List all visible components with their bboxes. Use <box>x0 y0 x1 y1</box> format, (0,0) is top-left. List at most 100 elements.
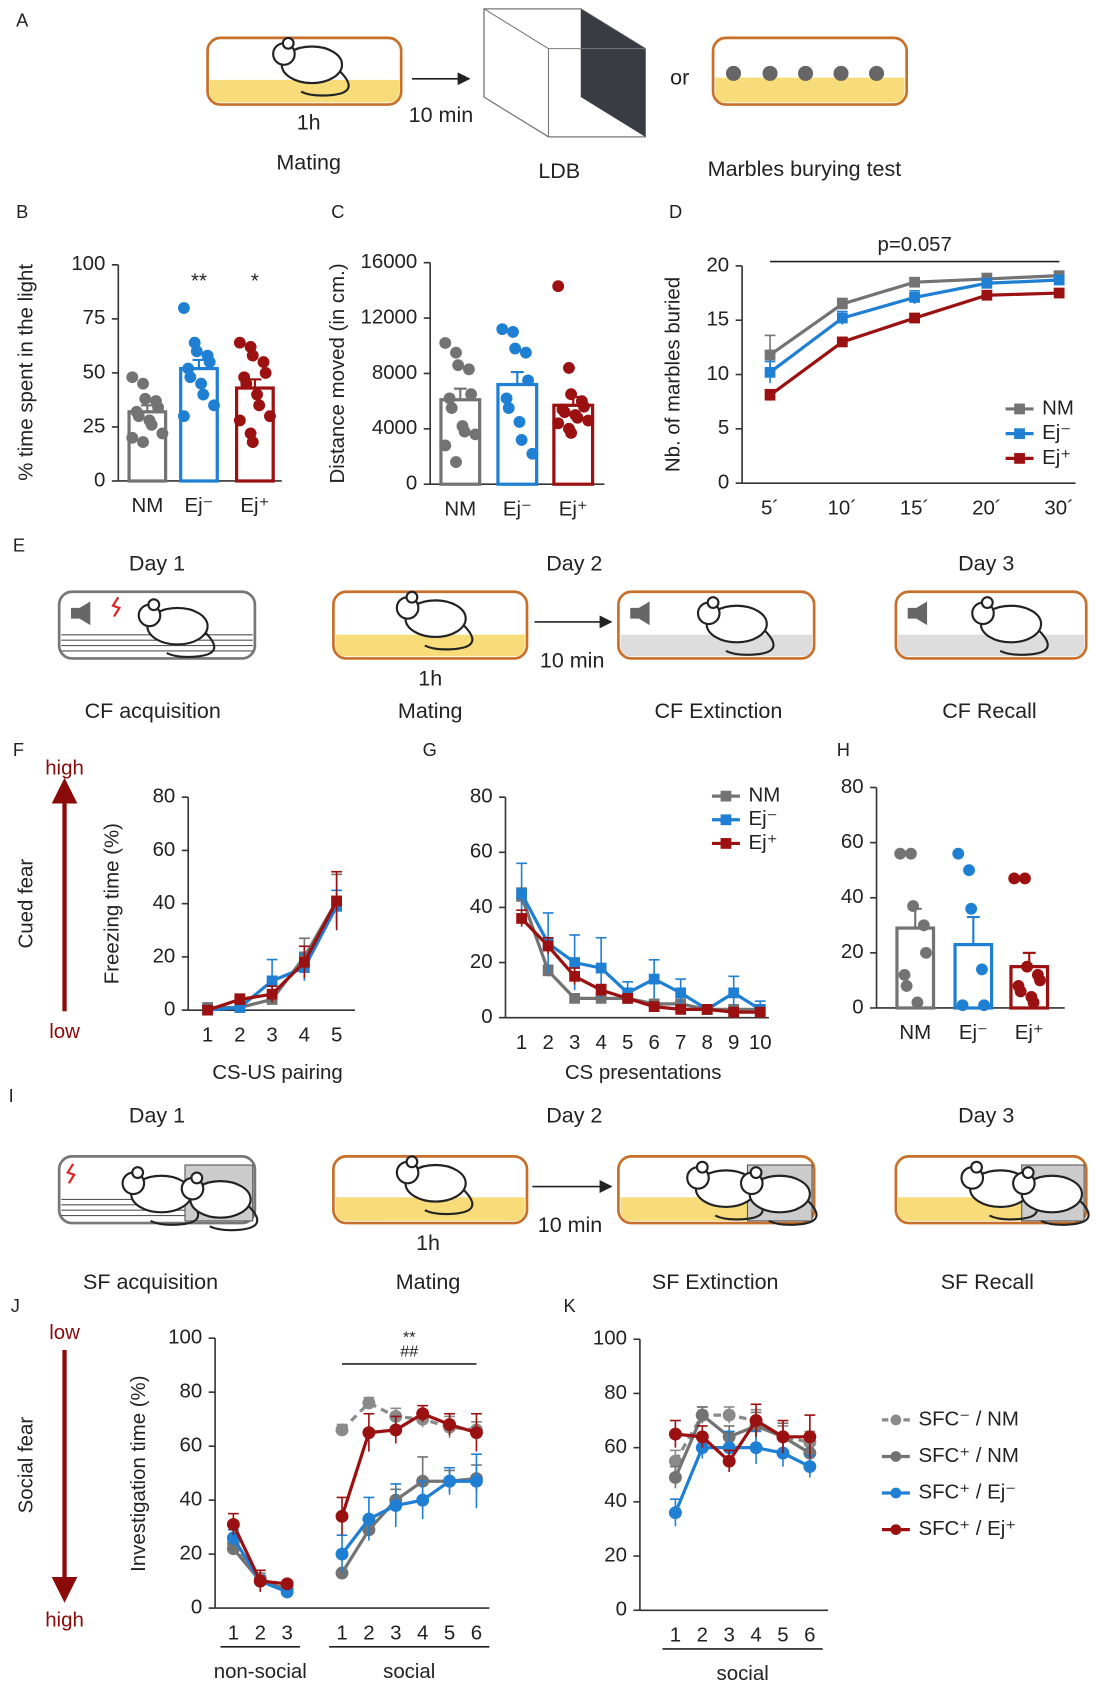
x-tick-label: Ej⁺ <box>1015 1022 1044 1044</box>
data-point <box>450 456 462 468</box>
diagram-text: Day 1 <box>129 552 185 576</box>
data-point <box>152 402 164 414</box>
data-point <box>439 440 451 452</box>
data-point <box>952 848 964 860</box>
marker <box>299 957 310 968</box>
y-axis-label: Freezing time (%) <box>101 823 123 984</box>
data-point <box>463 363 475 375</box>
legend-marker <box>1014 404 1025 415</box>
data-point <box>1028 997 1040 1009</box>
marker <box>362 1396 375 1409</box>
y-axis-label: % time spent in the light <box>15 264 37 481</box>
x-tick-label: 10 <box>749 1032 772 1054</box>
data-point <box>920 947 932 959</box>
y-tick-label: 60 <box>841 831 864 853</box>
y-tick-label: 40 <box>153 892 176 914</box>
marker <box>1054 288 1065 299</box>
data-point <box>446 402 458 414</box>
x-tick-label: 2 <box>363 1622 374 1644</box>
data-point <box>195 378 207 390</box>
marker <box>516 888 527 899</box>
y-tick-label: 20 <box>470 951 493 973</box>
data-point <box>907 900 919 912</box>
data-point <box>452 359 464 371</box>
x-tick-label: 1 <box>336 1622 347 1644</box>
marker <box>696 1430 709 1443</box>
legend-label: SFC⁻ / NM <box>918 1408 1018 1430</box>
panel-label: C <box>331 201 344 222</box>
marker <box>596 985 607 996</box>
diagram-text: Marbles burying test <box>708 157 902 181</box>
panel-label: D <box>669 201 682 222</box>
legend-label: NM <box>1042 397 1074 419</box>
x-tick-label: 3 <box>281 1622 292 1644</box>
data-point <box>507 326 519 338</box>
x-tick-label: 4 <box>417 1622 428 1644</box>
marker <box>389 1499 402 1512</box>
marker <box>777 1430 790 1443</box>
page: {"panel_labels":["A","B","C","D","E","F"… <box>0 0 1097 1703</box>
data-point <box>899 969 911 981</box>
data-point <box>126 432 138 444</box>
data-point <box>197 389 209 401</box>
marker <box>909 313 920 324</box>
x-tick-label: 1 <box>228 1622 239 1644</box>
marker <box>803 1460 816 1473</box>
diagram-text: 10 min <box>540 648 605 672</box>
x-tick-label: 20´ <box>972 497 1002 519</box>
panel-label: K <box>564 1295 576 1316</box>
y-tick-label: 40 <box>470 896 493 918</box>
x-tick-label: NM <box>899 1022 931 1044</box>
data-point <box>552 417 564 429</box>
marker <box>909 292 920 303</box>
marker <box>675 1004 686 1015</box>
y-tick-label: 0 <box>94 469 105 491</box>
data-point <box>503 402 515 414</box>
data-point <box>247 436 259 448</box>
diagram-text: Day 2 <box>546 552 602 576</box>
data-point <box>133 410 145 422</box>
data-point <box>520 347 532 359</box>
y-tick-label: 0 <box>616 1599 627 1621</box>
data-point <box>253 399 265 411</box>
x-tick-label: 4 <box>299 1024 310 1046</box>
x-tick-label: 5 <box>622 1032 633 1054</box>
diagram-text: Day 3 <box>958 1103 1014 1127</box>
y-tick-label: 20 <box>706 254 729 276</box>
x-tick-label: Ej⁻ <box>184 495 213 517</box>
x-tick-label: 1 <box>516 1032 527 1054</box>
data-point <box>965 903 977 915</box>
diagram-e: Day 1 Day 2 Day 3 1h 10 min CF acquisiti… <box>59 552 1086 723</box>
data-point <box>178 410 190 422</box>
y-tick-label: 40 <box>604 1490 627 1512</box>
x-tick-label: Ej⁺ <box>559 498 588 520</box>
marker <box>803 1430 816 1443</box>
y-tick-label: 40 <box>841 886 864 908</box>
diagram-text: 10 min <box>409 103 474 127</box>
bar <box>955 945 992 1008</box>
x-tick-label: 3 <box>569 1032 580 1054</box>
x-tick-label: 3 <box>390 1622 401 1644</box>
data-point <box>509 343 521 355</box>
data-point <box>565 388 577 400</box>
legend-marker <box>891 1415 902 1426</box>
y-tick-label: 25 <box>83 415 106 437</box>
annotation: ## <box>400 1342 418 1360</box>
y-tick-label: 60 <box>470 841 493 863</box>
significance: * <box>251 270 259 292</box>
panel-label: I <box>9 1085 14 1106</box>
x-tick-label: 2 <box>697 1624 708 1646</box>
data-point <box>439 337 451 349</box>
series-line <box>675 1448 809 1513</box>
y-tick-label: 0 <box>852 996 863 1018</box>
legend-marker <box>891 1451 902 1462</box>
legend-label: Ej⁻ <box>749 808 778 830</box>
y-tick-label: 12000 <box>360 306 417 328</box>
marker <box>750 1414 763 1427</box>
panel-label: G <box>423 739 437 760</box>
marker <box>669 1506 682 1519</box>
data-point <box>582 415 594 427</box>
data-point <box>264 410 276 422</box>
data-point <box>563 362 575 374</box>
x-tick-label: 6 <box>648 1032 659 1054</box>
